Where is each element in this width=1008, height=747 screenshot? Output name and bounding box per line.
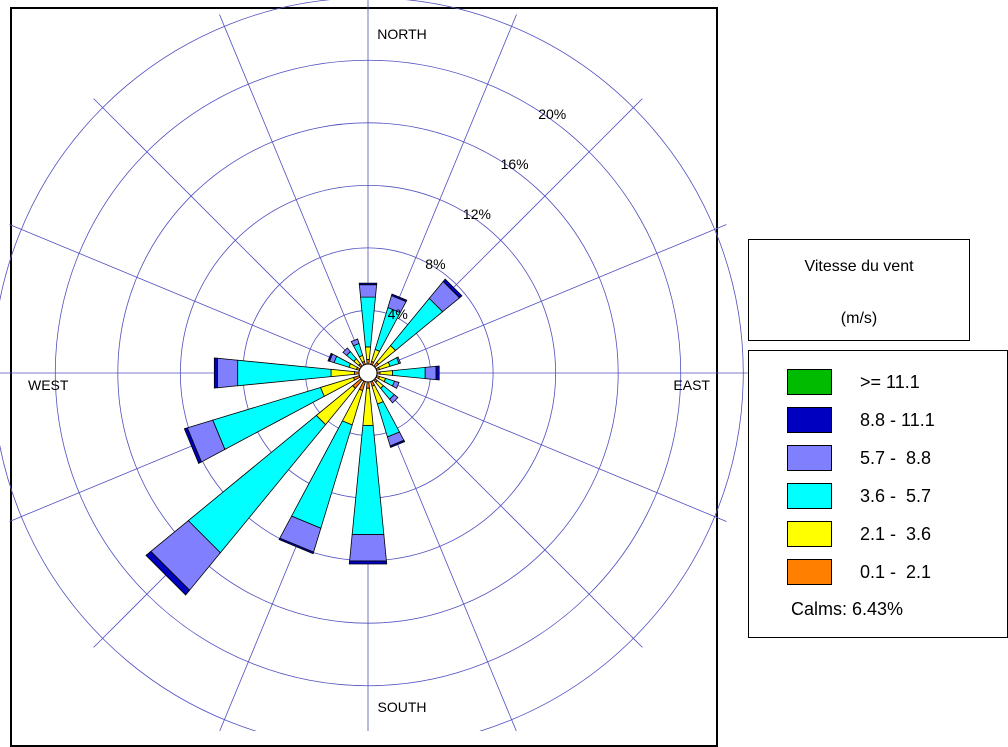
- petal-segment: [391, 293, 408, 303]
- petal-segment: [366, 381, 370, 389]
- petal-segment: [389, 439, 406, 448]
- compass-label: NORTH: [377, 26, 427, 42]
- petal-segment: [358, 284, 378, 298]
- petal-segment: [327, 352, 333, 362]
- legend-label: >= 11.1: [860, 371, 920, 392]
- legend-swatch: [787, 483, 832, 509]
- legend-item: >= 11.1: [787, 369, 920, 395]
- petal-segment: [237, 359, 332, 387]
- petal-segment: [278, 537, 315, 555]
- legend-item: 5.7 - 8.8: [787, 445, 931, 471]
- petal-segment: [362, 387, 374, 426]
- ring-label: 12%: [463, 206, 491, 222]
- legend-label: 8.8 - 11.1: [860, 409, 935, 430]
- petal-segment: [424, 365, 437, 381]
- legend: >= 11.1 8.8 - 11.1 5.7 - 8.8 3.6 - 5.7 2.1 -…: [748, 350, 1008, 638]
- legend-item: 0.1 - 2.1: [787, 559, 931, 585]
- petal-segment: [348, 560, 388, 565]
- grid-spoke: [367, 372, 643, 648]
- petal-segment: [183, 427, 202, 464]
- grid-spoke: [93, 98, 369, 374]
- petal-segment: [435, 365, 440, 381]
- petal-segment: [351, 425, 385, 535]
- petal-segment: [349, 534, 387, 562]
- compass-label: SOUTH: [378, 699, 427, 715]
- petal-segment: [442, 278, 463, 299]
- legend-label: 0.1 - 2.1: [860, 561, 932, 582]
- petal-segment: [333, 355, 351, 368]
- petal-segment: [358, 282, 378, 286]
- legend-swatch: [787, 369, 832, 395]
- petal-segment: [342, 347, 351, 356]
- legend-swatch: [787, 521, 832, 547]
- petal-segment: [379, 370, 393, 376]
- legend-title: Vitesse du vent: [804, 258, 914, 275]
- petal-segment: [350, 338, 360, 347]
- ring-label: 16%: [501, 156, 529, 172]
- legend-item: 2.1 - 3.6: [787, 521, 931, 547]
- petal-segment: [330, 368, 355, 378]
- legend-title-box: Vitesse du vent (m/s): [748, 239, 970, 341]
- petal-segment: [217, 357, 239, 389]
- legend-item: 8.8 - 11.1: [787, 407, 935, 433]
- wind-rose-plot: 4% 8% 12% 16% 20% NORTH SOUTH WEST EAST: [0, 0, 756, 731]
- compass-label: WEST: [28, 377, 69, 393]
- ring-label: 8%: [425, 256, 445, 272]
- ring-label: 4%: [388, 306, 408, 322]
- grid-spoke: [219, 14, 369, 374]
- ring-label: 20%: [538, 106, 566, 122]
- legend-swatch: [787, 445, 832, 471]
- petal-segment: [392, 366, 426, 380]
- legend-swatch: [787, 407, 832, 433]
- petal-segment: [391, 380, 400, 389]
- petal-segment: [360, 296, 376, 348]
- petal-segment: [366, 358, 370, 365]
- calm-circle: [358, 363, 378, 383]
- legend-item: 3.6 - 5.7: [787, 483, 931, 509]
- grid-spoke: [9, 224, 369, 374]
- petal-segment: [396, 356, 402, 365]
- petal-segment: [353, 371, 360, 375]
- petal-segment: [145, 550, 191, 596]
- legend-label: 5.7 - 8.8: [860, 447, 932, 468]
- calms-label: Calms: 6.43%: [791, 599, 904, 619]
- petal-segment: [389, 394, 399, 404]
- grid-spoke: [367, 372, 727, 522]
- legend-label: 2.1 - 3.6: [860, 523, 932, 544]
- legend-label: 3.6 - 5.7: [860, 485, 932, 506]
- legend-swatch: [787, 559, 832, 585]
- legend-units: (m/s): [840, 310, 878, 327]
- compass-label: EAST: [673, 377, 710, 393]
- grid-spoke: [367, 224, 727, 374]
- petal-segment: [376, 401, 401, 438]
- petal-segment: [365, 346, 371, 360]
- petal-segment: [213, 357, 218, 389]
